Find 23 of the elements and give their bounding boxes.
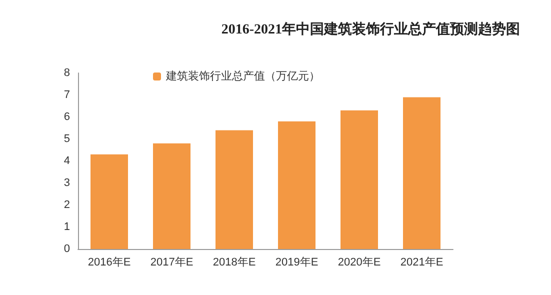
x-tick-label: 2020年E: [338, 256, 381, 268]
y-tick-label: 3: [64, 177, 70, 189]
x-tick-label: 2018年E: [212, 256, 256, 268]
bar: [216, 130, 253, 249]
y-tick-label: 6: [64, 111, 70, 123]
x-tick-label: 2016年E: [88, 256, 131, 268]
y-tick-label: 0: [64, 243, 70, 255]
bar: [278, 121, 316, 249]
y-tick-label: 8: [64, 67, 70, 79]
bar: [403, 97, 440, 249]
x-tick-label: 2021年E: [400, 256, 444, 268]
bar: [153, 143, 190, 249]
chart-title: 2016-2021年中国建筑装饰行业总产值预测趋势图: [221, 20, 520, 38]
y-tick-label: 4: [64, 155, 70, 167]
x-tick-label: 2019年E: [275, 256, 318, 268]
y-tick-label: 5: [64, 133, 70, 145]
y-tick-label: 1: [64, 221, 70, 233]
y-tick-label: 7: [64, 89, 70, 101]
bar: [340, 110, 378, 249]
legend-label: 建筑装饰行业总产值（万亿元）: [165, 70, 320, 82]
x-tick-label: 2017年E: [150, 256, 194, 268]
bar: [90, 154, 128, 249]
y-tick-label: 2: [64, 199, 70, 211]
